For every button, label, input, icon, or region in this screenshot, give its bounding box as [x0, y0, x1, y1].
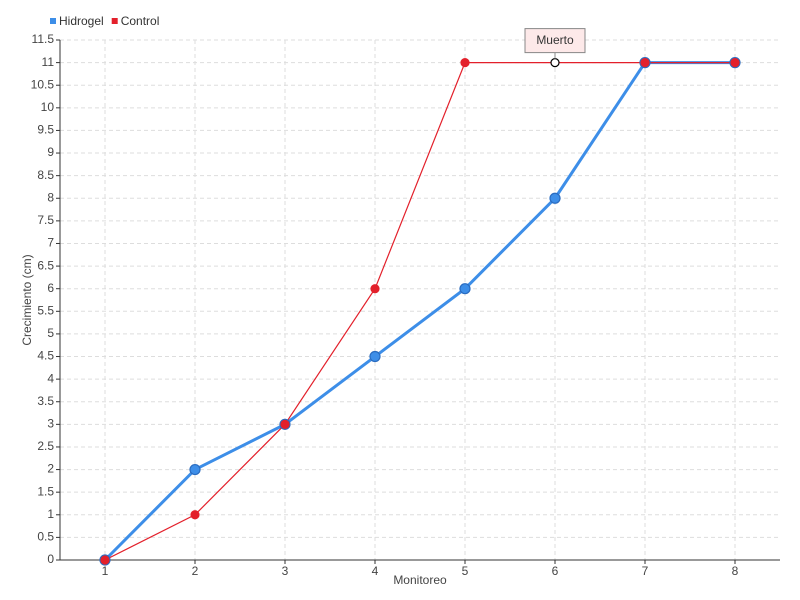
- y-tick-label: 5.5: [37, 303, 54, 317]
- x-tick-label: 8: [732, 564, 739, 578]
- y-axis-label: Crecimiento (cm): [20, 254, 34, 345]
- y-tick-label: 11: [42, 55, 55, 69]
- y-tick-label: 2.5: [37, 439, 54, 453]
- x-tick-label: 7: [642, 564, 649, 578]
- y-tick-label: 6: [47, 281, 54, 295]
- data-point: [190, 510, 200, 520]
- series-line: [104, 62, 735, 561]
- annotation-text: Muerto: [536, 33, 574, 47]
- data-point: [459, 283, 471, 295]
- data-point: [640, 58, 650, 68]
- y-tick-label: 3: [47, 417, 54, 431]
- data-point: [730, 58, 740, 68]
- y-tick-label: 1: [47, 507, 54, 521]
- series-line: [103, 61, 735, 562]
- y-tick-label: 2: [47, 462, 54, 476]
- legend-label: Control: [121, 14, 160, 28]
- y-tick-label: 9.5: [37, 123, 54, 137]
- y-tick-label: 10.5: [31, 77, 55, 91]
- y-tick-label: 5: [47, 326, 54, 340]
- y-tick-label: 7: [47, 236, 54, 250]
- data-point: [100, 555, 110, 565]
- y-tick-label: 8.5: [37, 168, 54, 182]
- x-tick-label: 2: [192, 564, 199, 578]
- data-point: [189, 463, 201, 476]
- data-point: [549, 192, 561, 204]
- data-point: [370, 284, 380, 294]
- x-tick-label: 1: [102, 564, 109, 578]
- annotation-box: [524, 28, 586, 54]
- y-tick-label: 0: [47, 552, 54, 566]
- data-point: [280, 419, 290, 429]
- y-tick-label: 6.5: [37, 258, 54, 272]
- x-tick-label: 5: [462, 564, 469, 578]
- legend-swatch: [50, 18, 56, 24]
- y-tick-label: 4: [47, 371, 54, 385]
- y-tick-label: 1.5: [37, 484, 54, 498]
- y-tick-label: 11.5: [32, 32, 55, 46]
- x-tick-label: 6: [552, 564, 559, 578]
- x-tick-label: 3: [282, 564, 289, 578]
- y-tick-label: 9: [47, 145, 54, 159]
- legend-label: Hidrogel: [59, 14, 104, 28]
- x-tick-label: 4: [372, 564, 379, 578]
- y-tick-label: 10: [41, 100, 55, 114]
- legend-swatch: [111, 18, 118, 24]
- data-point: [460, 58, 470, 68]
- data-point: [550, 58, 560, 68]
- y-tick-label: 8: [47, 190, 54, 204]
- data-point: [369, 350, 381, 363]
- y-tick-label: 4.5: [37, 349, 54, 363]
- x-axis-label: Monitoreo: [393, 573, 447, 587]
- y-tick-label: 3.5: [37, 394, 54, 408]
- y-tick-label: 7.5: [37, 213, 54, 227]
- y-tick-label: 0.5: [37, 530, 54, 544]
